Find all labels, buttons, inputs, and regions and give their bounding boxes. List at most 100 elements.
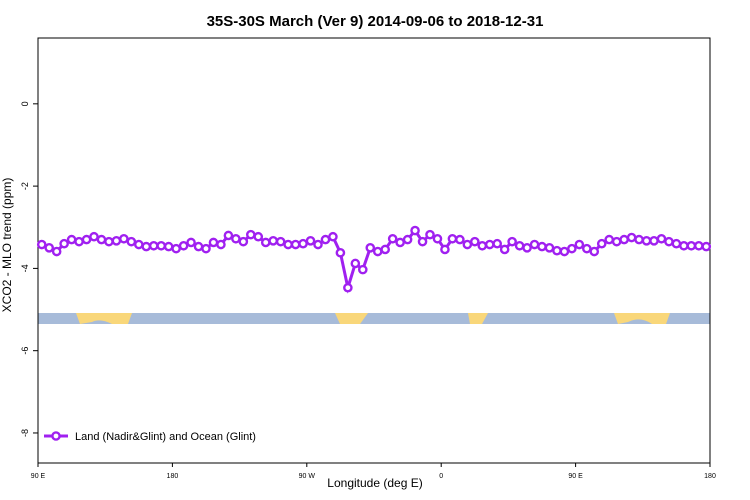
data-point: [81, 234, 92, 245]
data-point: [529, 239, 540, 250]
plot-frame: [37, 37, 711, 464]
data-point: [59, 238, 69, 249]
data-point: [223, 230, 234, 241]
data-point: [343, 282, 353, 293]
data-point: [96, 234, 107, 245]
data-point: [298, 238, 308, 249]
data-point: [51, 246, 62, 257]
data-point: [537, 241, 547, 252]
data-point: [626, 232, 637, 243]
y-tick-label: -2: [20, 182, 30, 190]
legend-marker: [51, 431, 61, 441]
x-axis-label: Longitude (deg E): [327, 476, 422, 490]
x-tick-label: 180: [167, 473, 179, 480]
data-point: [193, 241, 204, 252]
y-tick-label: -4: [20, 264, 30, 272]
data-point: [283, 239, 293, 250]
data-point: [701, 241, 712, 252]
data-point: [611, 236, 622, 247]
data-point: [567, 243, 577, 254]
data-point: [133, 239, 144, 250]
data-point: [171, 243, 181, 254]
data-point: [425, 229, 435, 240]
data-point: [469, 236, 480, 247]
data-point: [686, 240, 697, 251]
data-point: [641, 236, 652, 246]
y-tick-label: -6: [20, 347, 30, 355]
data-point: [664, 236, 674, 247]
data-point: [372, 246, 383, 257]
data-point: [462, 239, 473, 250]
data-point: [357, 264, 368, 275]
data-point: [552, 245, 562, 256]
data-point: [410, 225, 420, 236]
data-point: [432, 233, 443, 244]
data-point: [231, 233, 241, 244]
data-point: [119, 233, 129, 244]
data-point: [104, 236, 114, 247]
data-point: [634, 234, 644, 245]
data-point: [417, 236, 428, 247]
data-point: [507, 236, 517, 247]
data-point: [148, 240, 159, 251]
x-tick-label: 90 W: [299, 473, 316, 480]
data-point: [186, 237, 196, 248]
data-point: [604, 234, 615, 245]
data-point: [649, 236, 659, 246]
data-point: [305, 236, 316, 246]
data-point: [492, 238, 503, 249]
data-point: [156, 240, 166, 251]
data-point: [514, 240, 525, 251]
data-point: [559, 246, 570, 257]
y-axis-label: XCO2 - MLO trend (ppm): [0, 178, 14, 313]
data-point: [387, 233, 398, 244]
data-point: [335, 247, 346, 258]
data-point: [402, 234, 413, 245]
chart-title: 35S-30S March (Ver 9) 2014-09-06 to 2018…: [207, 13, 544, 30]
data-point: [238, 236, 249, 247]
data-point: [582, 243, 592, 254]
data-point: [619, 234, 629, 245]
data-point: [141, 241, 152, 252]
data-point: [253, 231, 264, 242]
data-point: [447, 233, 458, 244]
data-point: [484, 239, 495, 250]
data-point: [74, 236, 84, 247]
data-point: [328, 231, 338, 242]
data-point: [440, 244, 450, 255]
data-point: [66, 234, 77, 245]
data-point: [290, 239, 301, 250]
data-point: [201, 243, 211, 254]
legend-label: Land (Nadir&Glint) and Ocean (Glint): [75, 431, 256, 443]
data-point: [656, 233, 667, 244]
y-tick-label: -8: [20, 429, 30, 437]
data-point: [694, 240, 704, 251]
data-point: [216, 239, 226, 250]
data-point: [89, 231, 99, 242]
x-tick-label: 180: [704, 473, 716, 480]
data-point: [380, 244, 391, 255]
data-point: [275, 236, 286, 247]
data-point: [455, 234, 465, 245]
data-point: [671, 238, 682, 249]
data-point: [365, 243, 376, 253]
data-point: [544, 243, 555, 253]
data-point: [589, 246, 600, 257]
data-point: [163, 241, 174, 252]
data-point: [245, 229, 256, 240]
data-point: [679, 240, 689, 251]
data-point: [320, 234, 331, 245]
y-tick-label: 0: [20, 101, 30, 106]
data-point: [522, 243, 532, 253]
data-point: [477, 240, 488, 251]
data-point: [208, 237, 219, 248]
data-point: [395, 237, 405, 248]
data-point: [313, 239, 323, 250]
data-point: [111, 236, 122, 246]
x-tick-label: 90 E: [568, 473, 583, 480]
data-point: [178, 240, 189, 251]
data-point: [260, 237, 271, 248]
data-point: [268, 236, 279, 246]
data-point: [574, 239, 585, 250]
